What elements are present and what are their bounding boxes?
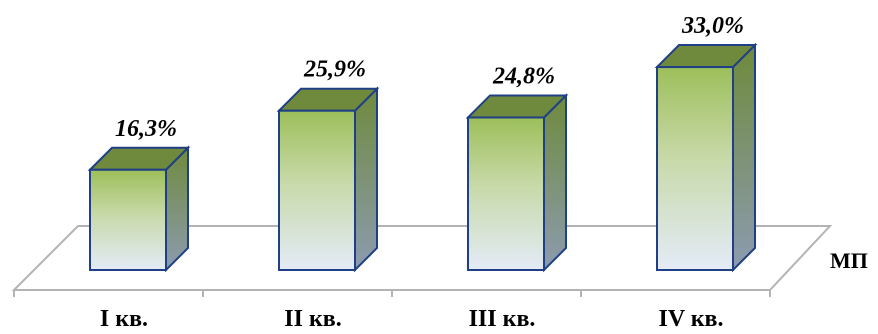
- bar: [465, 93, 569, 273]
- bar-front-face: [656, 66, 734, 271]
- x-axis-ticks: [13, 290, 771, 297]
- bar-side-face: [732, 42, 756, 273]
- category-label: II кв.: [284, 306, 341, 332]
- series-label: МП: [830, 248, 868, 273]
- bar: [276, 86, 380, 273]
- category-labels: I кв. II кв. III кв. IV кв.: [100, 306, 724, 332]
- bar-front-face: [467, 116, 545, 272]
- data-label: 16,3%: [115, 116, 177, 142]
- data-label: 25,9%: [303, 57, 366, 83]
- bar-side-face: [354, 86, 378, 273]
- category-label: I кв.: [100, 306, 148, 332]
- data-label: 33,0%: [681, 13, 744, 39]
- bar-side-face: [543, 93, 567, 273]
- bar-series: [87, 42, 758, 273]
- bar: [654, 42, 758, 273]
- bar: [87, 145, 191, 273]
- category-label: IV кв.: [658, 306, 723, 332]
- bar-front-face: [89, 168, 167, 272]
- category-label: III кв.: [469, 306, 536, 332]
- data-label: 24,8%: [492, 63, 555, 89]
- data-labels: 16,3% 25,9% 24,8% 33,0%: [115, 13, 744, 142]
- bar-front-face: [278, 109, 356, 271]
